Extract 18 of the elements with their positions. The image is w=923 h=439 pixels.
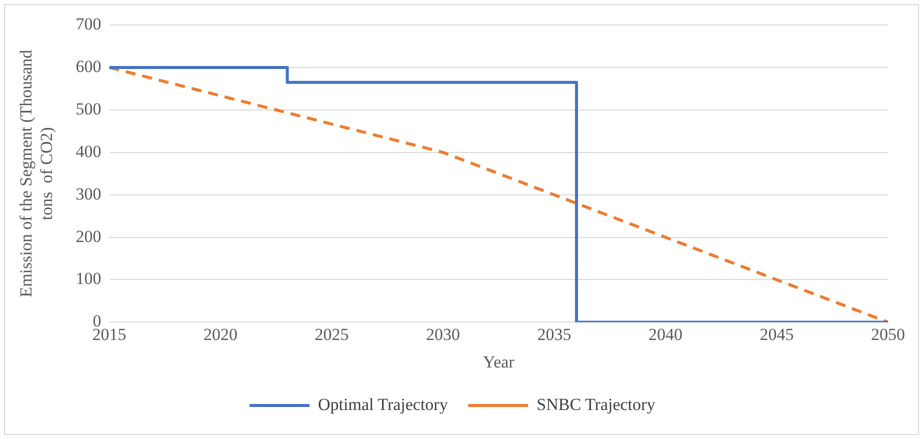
- y-tick-label: 500: [76, 99, 102, 118]
- y-tick-label: 600: [76, 56, 102, 76]
- y-tick-label: 100: [76, 269, 102, 288]
- x-tick-label: 2045: [760, 324, 794, 344]
- y-tick-label: 400: [76, 142, 102, 161]
- y-axis-title: Emission of the Segment (Thousand tons of CO2): [16, 49, 56, 298]
- y-tick-label: 200: [76, 226, 102, 246]
- x-tick-label: 2040: [648, 324, 683, 344]
- x-axis-title: Year: [482, 352, 515, 372]
- x-tick-label: 2020: [204, 324, 238, 344]
- x-tick-label: 2035: [537, 324, 572, 344]
- legend-label: SNBC Trajectory: [536, 394, 656, 414]
- x-tick-label: 2030: [426, 324, 460, 344]
- y-tick-label: 300: [76, 184, 102, 204]
- legend-label: Optimal Trajectory: [318, 394, 448, 414]
- y-tick-label: 700: [76, 14, 102, 34]
- x-tick-label: 2050: [871, 324, 905, 344]
- x-tick-label: 2025: [314, 324, 349, 344]
